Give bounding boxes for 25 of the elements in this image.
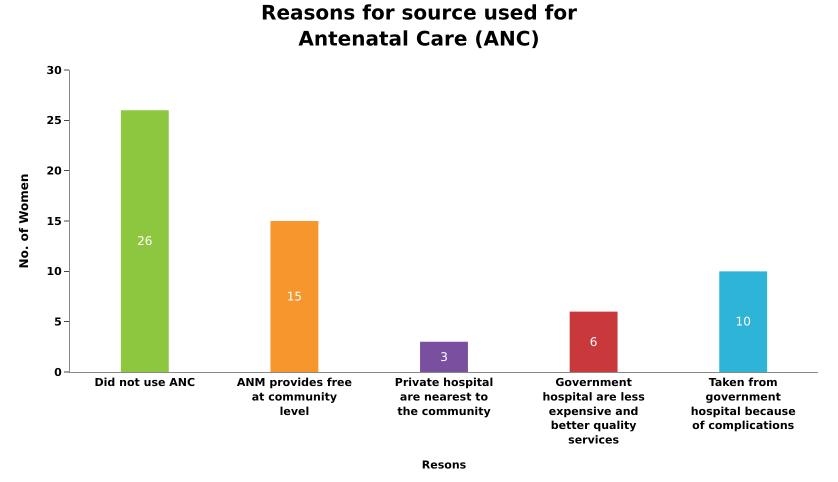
x-tick-label: ANM provides free at community level [236, 376, 352, 418]
x-tick-label: Did not use ANC [94, 376, 196, 390]
chart-title: Reasons for source used for Antenatal Care (ANC) [261, 0, 578, 50]
y-tick-label: 5 [54, 316, 62, 329]
y-tick-label: 10 [46, 265, 62, 278]
bar [719, 271, 768, 372]
data-label: 3 [440, 350, 448, 364]
x-axis-title: Resons [422, 458, 467, 472]
y-tick-label: 0 [54, 366, 62, 379]
bar [570, 312, 618, 372]
data-label: 26 [137, 234, 152, 248]
data-label: 6 [590, 334, 598, 349]
x-tick-label: Private hospital are nearest to the community [394, 376, 494, 418]
y-tick-label: 20 [46, 164, 62, 178]
bar [120, 110, 169, 372]
data-label: 10 [736, 314, 751, 329]
bar [420, 342, 468, 372]
y-tick-label: 25 [46, 114, 62, 128]
y-tick-label: 15 [46, 214, 62, 228]
x-tick-label: Taken from government hospital because of complications [690, 376, 796, 432]
data-label: 15 [286, 290, 302, 304]
x-tick-label: Government hospital are less expensive and better quality services [542, 376, 646, 446]
y-axis-title: No. of Women [16, 174, 31, 268]
y-tick-label: 30 [46, 64, 62, 77]
bar [270, 221, 318, 372]
